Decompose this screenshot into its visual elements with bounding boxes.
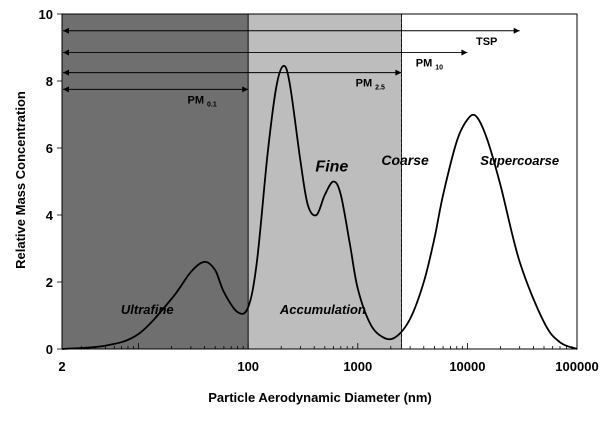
- range-arrow-left-3: [63, 86, 69, 93]
- y-tick-label: 0: [46, 342, 53, 357]
- y-tick-label: 10: [39, 7, 53, 22]
- range-arrow-left-1: [63, 49, 69, 56]
- range-arrow-right-2: [395, 69, 402, 76]
- x-tick-label: 10000: [449, 359, 485, 374]
- y-tick-label: 4: [46, 208, 54, 223]
- region-label-ultrafine: Ultrafine: [121, 302, 174, 317]
- y-tick-label: 8: [46, 74, 53, 89]
- plot-frame: [61, 13, 578, 350]
- region-0: [61, 13, 249, 350]
- region-label-supercoarse: Supercoarse: [480, 153, 559, 168]
- region-label-accumulation: Accumulation: [279, 302, 366, 317]
- x-axis-title: Particle Aerodynamic Diameter (nm): [208, 390, 431, 405]
- x-tick-label: 100000: [555, 359, 598, 374]
- y-tick-label: 6: [46, 141, 53, 156]
- region-labels: Ultrafine Accumulation Fine Coarse Supercoar…: [121, 152, 559, 317]
- region-label-coarse: Coarse: [381, 152, 429, 168]
- x-tick-label: 1000: [343, 359, 372, 374]
- y-axis-title: Relative Mass Concentration: [13, 91, 28, 269]
- range-arrow-left-0: [63, 27, 69, 34]
- range-label-0: TSP: [476, 36, 497, 48]
- series-layer: [61, 65, 578, 350]
- shaded-regions: [61, 13, 402, 350]
- x-tick-label: 2: [58, 359, 65, 374]
- region-1: [247, 13, 402, 350]
- range-arrow-right-0: [513, 27, 520, 34]
- range-arrow-left-2: [63, 69, 69, 76]
- range-arrow-right-1: [461, 49, 468, 56]
- region-label-fine: Fine: [315, 158, 348, 175]
- y-tick-label: 2: [46, 275, 53, 290]
- range-label-1: PM 10: [416, 58, 443, 72]
- range-arrow-right-3: [242, 86, 249, 93]
- x-tick-label: 100: [237, 359, 259, 374]
- series-line-0: [61, 65, 578, 350]
